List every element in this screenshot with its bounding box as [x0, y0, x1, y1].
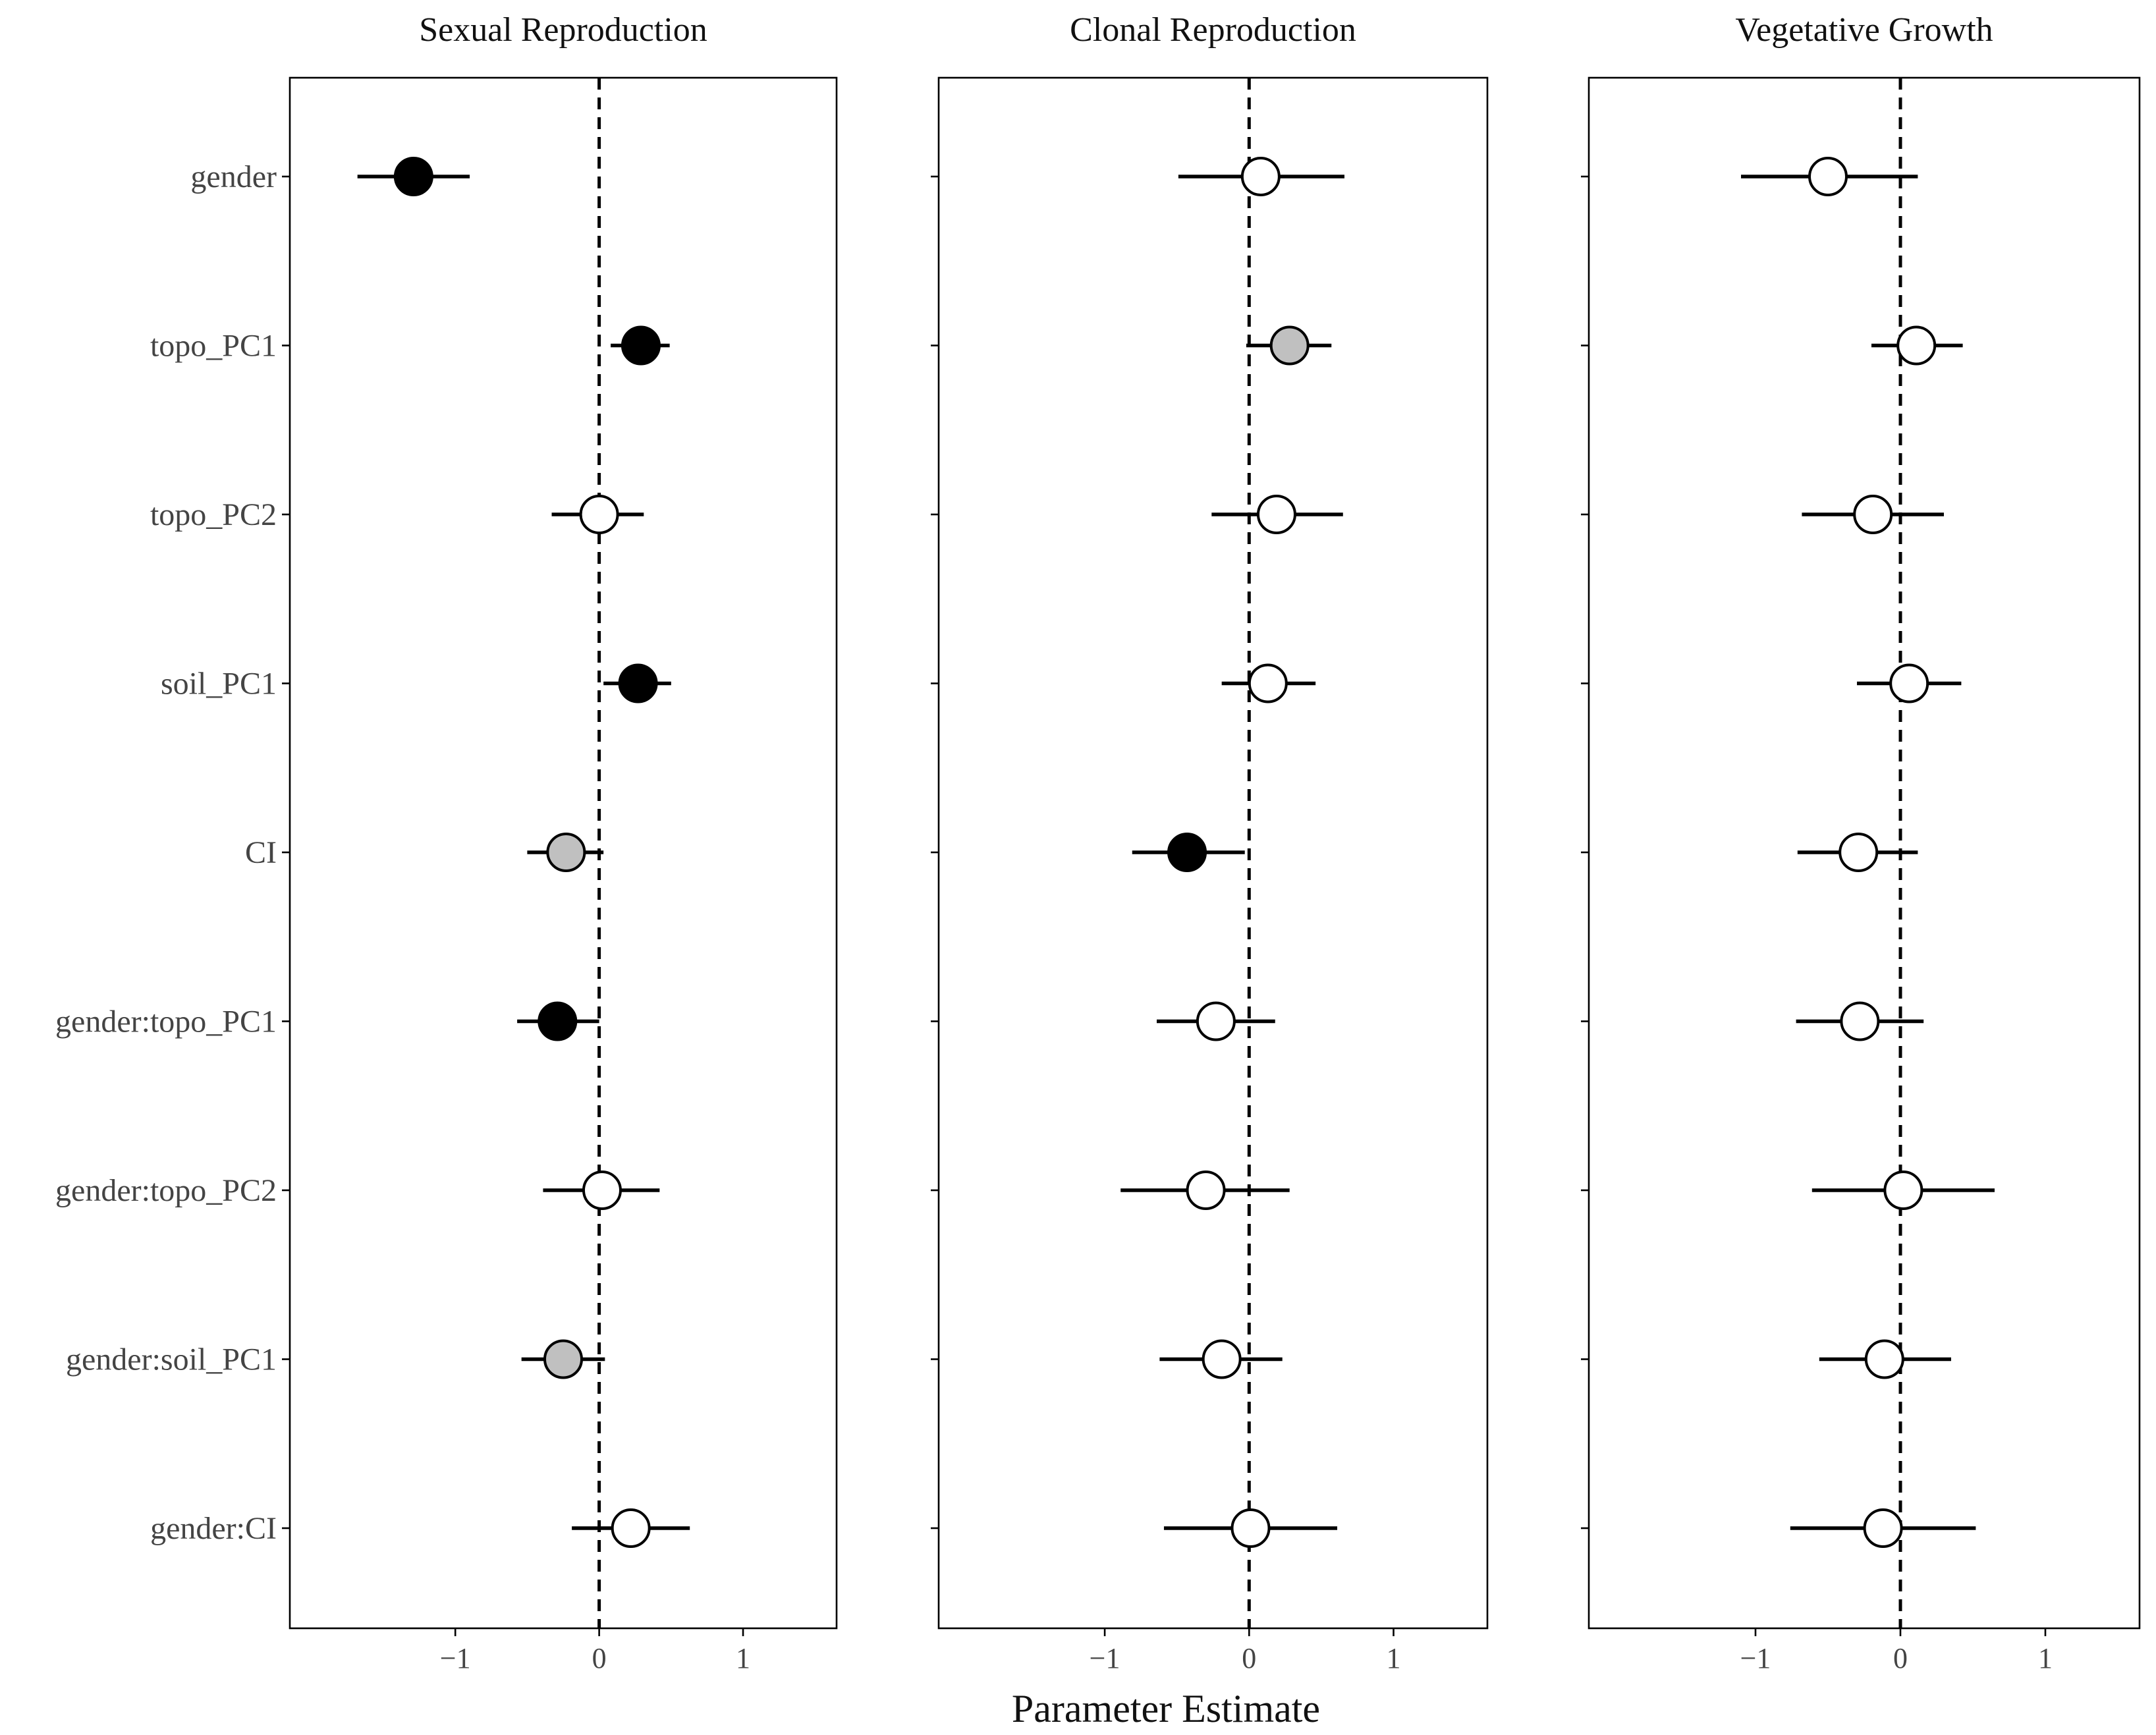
- estimate-point: [1196, 1001, 1236, 1041]
- term-label-topo-pc2: topo_PC2: [150, 497, 277, 532]
- estimate-point: [393, 157, 433, 196]
- x-axis-title: Parameter Estimate: [1012, 1687, 1320, 1730]
- estimate-point: [1808, 157, 1848, 196]
- estimate-point: [1853, 495, 1893, 534]
- term-label-ci: CI: [245, 835, 277, 870]
- term-label-topo-pc1: topo_PC1: [150, 329, 277, 364]
- panel-clonal-reproduction: Clonal Reproduction −1 0 1: [931, 11, 1489, 1674]
- term-label-gender-soil-pc1: gender:soil_PC1: [66, 1342, 277, 1377]
- x-tick-label: 0: [592, 1642, 607, 1674]
- x-tick-label: 0: [1893, 1642, 1908, 1674]
- estimate-point: [1863, 1508, 1903, 1548]
- estimate-point: [1240, 157, 1281, 196]
- estimate-point: [1889, 663, 1929, 703]
- panel-vegetative-growth: Vegetative Growth −1 0 1: [1581, 11, 2141, 1674]
- x-tick-label: 1: [736, 1642, 750, 1674]
- estimate-point: [582, 1170, 622, 1210]
- x-tick-label: 0: [1242, 1642, 1256, 1674]
- x-tick-label: 1: [1387, 1642, 1401, 1674]
- estimate-point: [1840, 1001, 1880, 1041]
- estimate-point: [618, 663, 658, 703]
- x-tick-label: −1: [1740, 1642, 1771, 1674]
- estimate-point: [611, 1508, 651, 1548]
- term-label-soil-pc1: soil_PC1: [161, 667, 277, 702]
- estimate-point: [1256, 495, 1296, 534]
- estimate-point: [1248, 663, 1288, 703]
- panel-title: Clonal Reproduction: [1070, 11, 1356, 49]
- estimate-point: [579, 495, 619, 534]
- panel-sexual-reproduction: Sexual Reproduction −1 0 1: [282, 11, 838, 1674]
- estimate-point: [1269, 325, 1310, 366]
- estimate-point: [543, 1339, 583, 1379]
- estimate-point: [1883, 1170, 1923, 1210]
- x-tick-label: 1: [2038, 1642, 2053, 1674]
- estimate-point: [1838, 833, 1879, 872]
- estimate-point: [1186, 1170, 1226, 1210]
- estimate-point: [538, 1001, 578, 1041]
- estimate-point: [1202, 1339, 1242, 1379]
- estimate-point: [1864, 1339, 1904, 1379]
- term-label-gender-ci: gender:CI: [150, 1511, 277, 1546]
- x-tick-label: −1: [440, 1642, 471, 1674]
- panel-title: Vegetative Growth: [1735, 11, 1993, 49]
- estimate-point: [546, 833, 586, 872]
- estimate-point: [1167, 833, 1207, 872]
- estimate-point: [1896, 325, 1937, 366]
- panel-title: Sexual Reproduction: [419, 11, 707, 49]
- x-tick-label: −1: [1090, 1642, 1120, 1674]
- term-label-gender-topo-pc1: gender:topo_PC1: [55, 1005, 277, 1039]
- estimate-point: [621, 325, 661, 366]
- term-labels: gender topo_PC1 topo_PC2 soil_PC1 CI gender:t…: [55, 159, 277, 1546]
- term-label-gender: gender: [190, 159, 277, 194]
- term-label-gender-topo-pc2: gender:topo_PC2: [55, 1173, 277, 1208]
- estimate-point: [1230, 1508, 1271, 1548]
